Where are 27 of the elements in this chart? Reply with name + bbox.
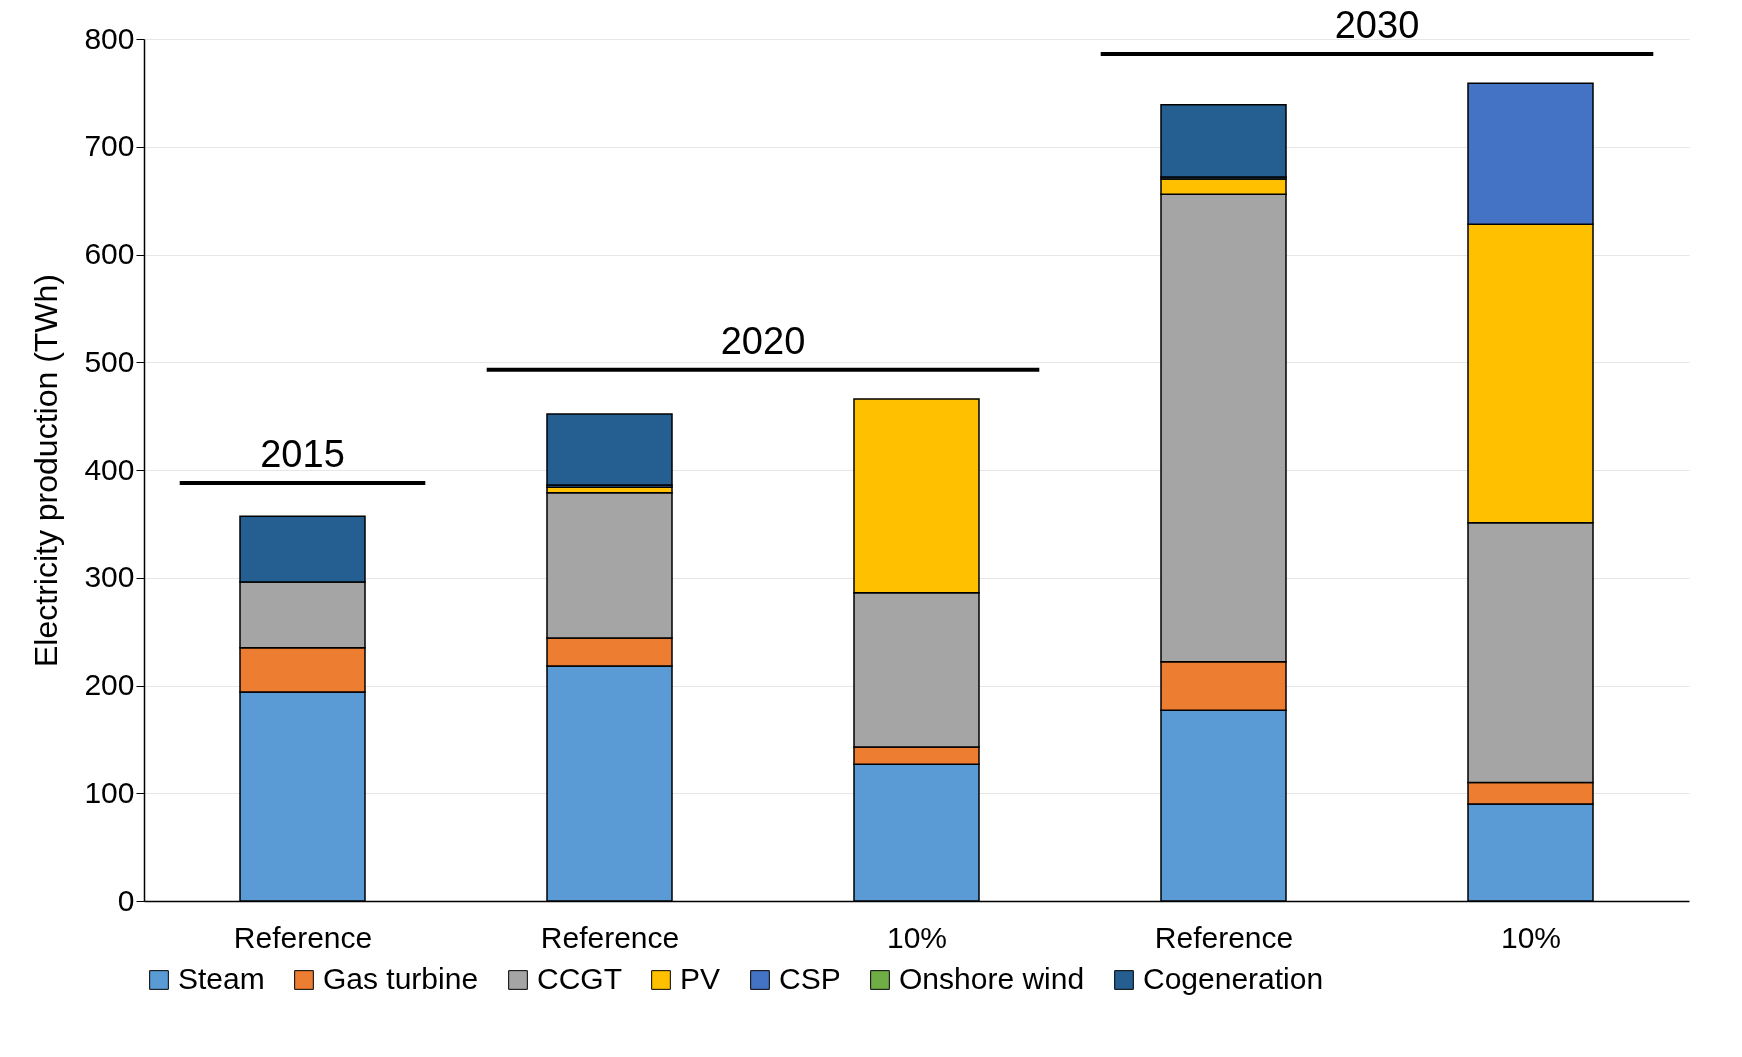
x-tick-label: Reference <box>233 920 373 954</box>
y-tick-label: 200 <box>84 668 135 701</box>
y-tick-label: 500 <box>84 344 135 378</box>
y-tick-label: 100 <box>84 775 135 809</box>
annotation: 2020 <box>720 319 806 362</box>
y-axis-title: Electricity production (TWh) <box>28 274 65 667</box>
y-tick-label: 800 <box>84 21 135 55</box>
bar <box>1160 103 1287 178</box>
x-tick-label: Reference <box>540 920 680 954</box>
legend-label: Steam <box>178 962 265 995</box>
annotation: 2015 <box>260 432 345 475</box>
legend-label: PV <box>680 962 721 995</box>
y-tick-label: 0 <box>117 883 135 917</box>
y-tick-label: 700 <box>84 129 135 163</box>
legend-label: Gas turbine <box>323 962 479 995</box>
x-tick-label: 10% <box>886 920 948 954</box>
y-tick-label: 400 <box>84 452 135 486</box>
y-tick-label: 600 <box>84 237 135 270</box>
x-tick-label: 10% <box>1500 920 1562 954</box>
bar <box>546 413 673 486</box>
legend-label: CCGT <box>537 962 622 995</box>
legend-label: CSP <box>779 962 841 995</box>
legend-label: Onshore wind <box>899 962 1085 995</box>
annotation: 2030 <box>1334 4 1420 47</box>
legend-label: Cogeneration <box>1143 962 1324 995</box>
y-tick-label: 300 <box>84 560 135 594</box>
x-tick-label: Reference <box>1154 920 1294 954</box>
